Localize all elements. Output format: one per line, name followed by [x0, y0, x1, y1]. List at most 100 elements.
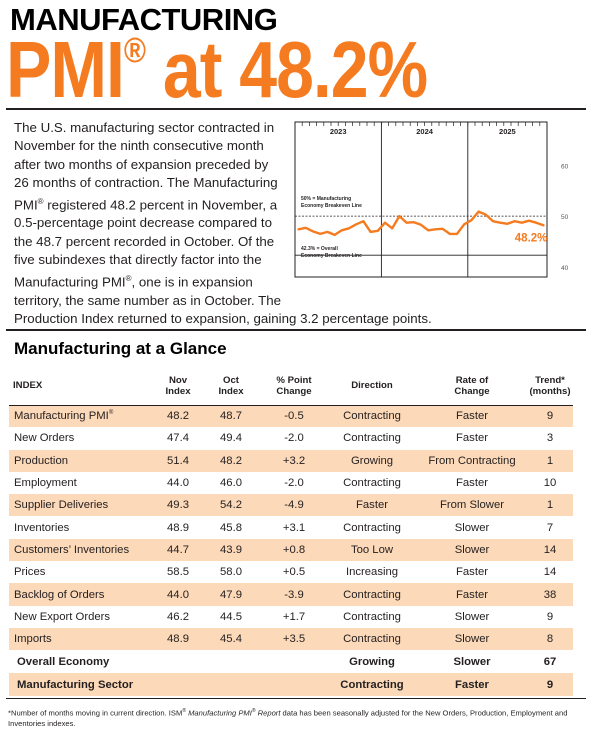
cell-dir: Contracting	[343, 432, 401, 445]
intro-part-1: The U.S. manufacturing sector contracted…	[14, 120, 278, 213]
cell-rate: Faster	[417, 583, 527, 606]
cell-dir: Contracting	[343, 521, 401, 534]
cell-oct: 47.9	[201, 583, 261, 606]
cell-oct: 54.2	[201, 494, 261, 517]
header-oct: Oct Index	[201, 367, 261, 406]
table-row: Production 51.4 48.2 +3.2 Growing From Contra…	[9, 449, 573, 472]
cell-trend: 10	[543, 477, 557, 490]
cell-oct: 44.5	[220, 610, 242, 623]
table-row: Supplier Deliveries 49.3 54.2 -4.9 Faster Fro…	[9, 494, 573, 517]
registered-mark: ®	[123, 31, 146, 71]
cell-trend: 8	[527, 627, 573, 651]
cell-dir: Growing	[327, 449, 417, 472]
pmi-series-line	[297, 210, 545, 237]
table-row: Customers’ Inventories 44.7 43.9 +0.8 Too Lo…	[9, 538, 573, 562]
cell-oct: 48.2	[201, 449, 261, 472]
table-row: Inventories 48.9 45.8 +3.1 Contracting Slower…	[9, 516, 573, 538]
summary-cell-rate: Faster	[417, 673, 527, 697]
cell-nov: 44.0	[155, 583, 201, 606]
cell-dir: Increasing	[345, 566, 399, 579]
cell-dir: Contracting	[327, 583, 417, 606]
cell-name: New Orders	[14, 432, 75, 445]
cell-oct: 45.4	[201, 627, 261, 651]
cell-name: Imports	[9, 627, 155, 651]
header-nov: Nov Index	[155, 367, 201, 406]
cell-chg: -4.9	[261, 494, 327, 517]
table-row: Prices 58.5 58.0 +0.5 Increasing Faster 14	[9, 561, 573, 583]
kicker-title: MANUFACTURING	[10, 2, 278, 37]
value-label: 48.2%	[515, 232, 548, 244]
cell-nov: 51.4	[155, 449, 201, 472]
summary-cell-dir: Growing	[349, 655, 395, 668]
cell-name: Production	[9, 449, 155, 472]
cell-name: Employment	[14, 477, 77, 490]
cell-rate: Slower	[417, 627, 527, 651]
headline-main: PMI	[6, 25, 125, 115]
cell-trend: 38	[527, 583, 573, 606]
cell-dir: Too Low	[327, 538, 417, 562]
intro-part-3: , one is in expansion territory, the sam…	[14, 274, 432, 326]
cell-dir: Contracting	[327, 627, 417, 651]
y-tick-label: 60	[561, 163, 569, 170]
cell-nov: 46.2	[167, 610, 189, 623]
cell-rate: Faster	[455, 566, 488, 579]
header-trend: Trend* (months)	[527, 367, 573, 406]
cell-rate: From Contracting	[417, 449, 527, 472]
header-rate: Rate of Change	[417, 367, 527, 406]
header-index: INDEX	[9, 367, 155, 406]
summary-cell-name: Manufacturing Sector	[9, 673, 327, 697]
mid-rule	[6, 329, 586, 331]
cell-trend: 14	[543, 566, 557, 579]
intro-mark-1: ®	[37, 196, 44, 206]
header-direction: Direction	[327, 367, 417, 406]
cell-rate: Faster	[455, 477, 488, 490]
cell-rate: Slower	[454, 521, 490, 534]
cell-name: Manufacturing PMI®	[9, 405, 155, 428]
top-rule	[6, 108, 586, 110]
cell-name: Customers’ Inventories	[9, 538, 155, 562]
cell-rate: Faster	[455, 432, 488, 445]
table-header-row: INDEX Nov Index Oct Index % Point Change Di…	[9, 367, 573, 406]
cell-nov: 49.3	[155, 494, 201, 517]
table-row: Imports 48.9 45.4 +3.5 Contracting Slower 8	[9, 627, 573, 651]
glance-body: Manufacturing PMI® 48.2 48.7 -0.5 Contractin…	[9, 405, 573, 697]
footnote-rule	[6, 698, 586, 699]
cell-trend: 9	[546, 610, 554, 623]
summary-cell-trend: 9	[527, 673, 573, 697]
cell-trend: 14	[527, 538, 573, 562]
cell-name: Backlog of Orders	[9, 583, 155, 606]
table-row: Manufacturing PMI® 48.2 48.7 -0.5 Contractin…	[9, 405, 573, 428]
cell-oct: 48.7	[201, 405, 261, 428]
cell-oct: 49.4	[220, 432, 242, 445]
cell-nov: 44.0	[167, 477, 189, 490]
y-tick-label: 40	[561, 265, 569, 272]
cell-nov: 47.4	[167, 432, 189, 445]
cell-name: Prices	[14, 566, 46, 579]
cell-rate: Faster	[417, 405, 527, 428]
headline: PMI® at 48.2%	[6, 24, 428, 116]
cell-chg: -0.5	[261, 405, 327, 428]
cell-nov: 48.9	[167, 521, 189, 534]
summary-cell-trend: 67	[543, 655, 557, 668]
chart-frame	[294, 121, 548, 278]
cell-oct: 45.8	[220, 521, 242, 534]
cell-dir: Faster	[327, 494, 417, 517]
cell-nov: 48.9	[155, 627, 201, 651]
cell-rate: From Slower	[417, 494, 527, 517]
cell-chg: +3.2	[261, 449, 327, 472]
cell-trend: 9	[527, 405, 573, 428]
cell-name: New Export Orders	[14, 610, 111, 623]
cell-dir: Contracting	[343, 610, 401, 623]
year-label: 2023	[330, 127, 347, 136]
cell-oct: 46.0	[220, 477, 242, 490]
year-label: 2024	[416, 127, 434, 136]
cell-dir: Contracting	[343, 477, 401, 490]
table-row: Employment 44.0 46.0 -2.0 Contracting Faster 1…	[9, 472, 573, 494]
cell-trend: 1	[527, 449, 573, 472]
reference-label: Economy Breakeven Line	[301, 203, 362, 209]
cell-trend: 3	[546, 432, 554, 445]
glance-table: INDEX Nov Index Oct Index % Point Change Di…	[9, 367, 573, 697]
header-change: % Point Change	[261, 367, 327, 406]
summary-row: Manufacturing Sector Contracting Faster 9	[9, 673, 573, 697]
footnote: *Number of months moving in current dire…	[8, 708, 568, 729]
